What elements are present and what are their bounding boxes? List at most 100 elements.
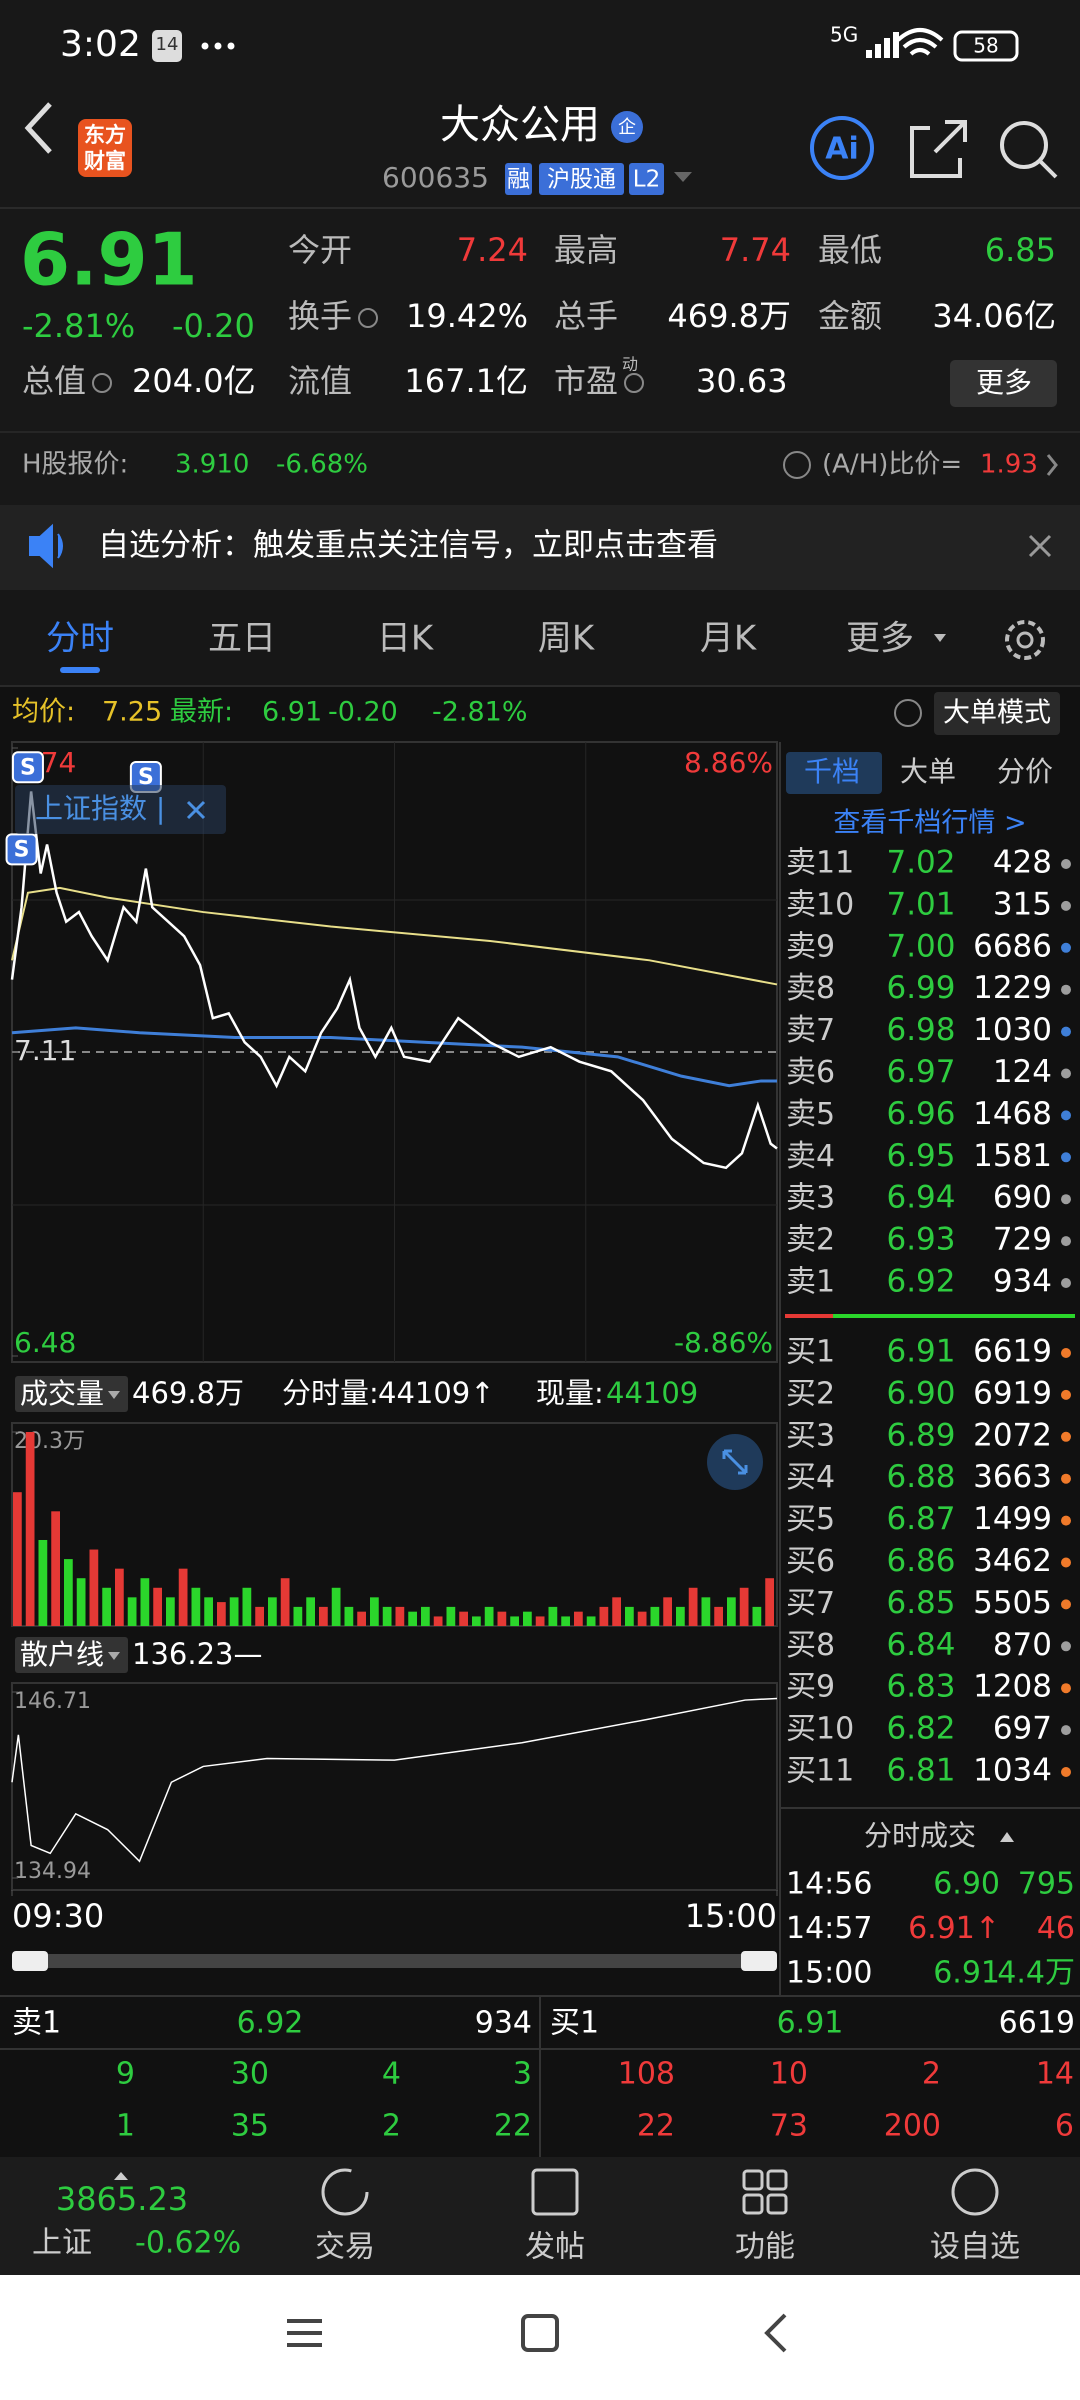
- trades-header-bg: [781, 1808, 1080, 1996]
- tab[interactable]: 分时: [46, 619, 114, 659]
- book-price: 6.85: [886, 1585, 955, 1621]
- ask-order: 2: [382, 2109, 401, 2144]
- h-share-price: 3.910: [175, 450, 249, 480]
- field-label: 换手: [288, 297, 352, 335]
- info-icon: [358, 308, 378, 328]
- status-badge: 14: [156, 34, 179, 55]
- book-volume: 6619: [973, 1334, 1052, 1370]
- nav-item[interactable]: 发帖: [525, 2230, 585, 2265]
- nav-item[interactable]: 交易: [315, 2230, 375, 2265]
- overlay-box[interactable]: [15, 785, 226, 834]
- book-tab[interactable]: 千档: [804, 755, 860, 788]
- volume-bar: [306, 1597, 315, 1626]
- volume-bar: [625, 1606, 634, 1626]
- book-tab[interactable]: 分价: [997, 755, 1053, 788]
- stock-tag: 融: [507, 167, 530, 193]
- battery: [953, 30, 1019, 62]
- home-icon[interactable]: [521, 2314, 559, 2352]
- book-dot: [1061, 859, 1071, 869]
- overlay-close[interactable]: [186, 800, 206, 820]
- book-price: 6.81: [886, 1753, 955, 1789]
- book-level: 买1: [786, 1335, 835, 1370]
- nav-item[interactable]: 设自选: [930, 2230, 1020, 2265]
- signal-label: S: [20, 755, 36, 780]
- retail-value: 136.23—: [132, 1637, 262, 1671]
- tab[interactable]: 周K: [538, 619, 596, 659]
- volume-bar: [421, 1606, 430, 1626]
- tab-selected: [786, 752, 882, 794]
- chevron: [1046, 454, 1058, 476]
- book-level: 买8: [786, 1628, 835, 1663]
- book-volume: 1229: [973, 970, 1052, 1006]
- scroll-handle[interactable]: [741, 1951, 777, 1971]
- volume-bar: [382, 1606, 392, 1626]
- trade-icon: [321, 2168, 369, 2216]
- x-tick-label: 09:30: [12, 1897, 104, 1935]
- tab[interactable]: 日K: [377, 619, 435, 659]
- volume-bar: [166, 1597, 175, 1626]
- scroll-handle[interactable]: [12, 1951, 48, 1971]
- ai-button[interactable]: [810, 116, 874, 180]
- overlay-label[interactable]: 上证指数 |: [35, 792, 165, 825]
- tab[interactable]: 五日: [208, 619, 276, 659]
- book-volume: 124: [993, 1054, 1052, 1090]
- volume-bar: [217, 1602, 226, 1626]
- tab-underline: [60, 667, 100, 673]
- badge-box: [152, 30, 182, 62]
- trade-volume: 4.4万: [997, 1956, 1075, 1991]
- field-value: 34.06亿: [932, 297, 1056, 335]
- volume-bar: [331, 1587, 341, 1626]
- mode-button[interactable]: [934, 692, 1060, 735]
- share-icon[interactable]: [910, 120, 967, 178]
- book-volume: 870: [993, 1627, 1052, 1663]
- bottom-pct-label: -8.86%: [674, 1326, 773, 1359]
- index-value[interactable]: 3865.23: [56, 2180, 188, 2218]
- expand-icon: [722, 1449, 748, 1475]
- post-icon: [531, 2168, 579, 2216]
- signal-marker: [5, 833, 38, 866]
- more-button-label[interactable]: 更多: [976, 366, 1032, 399]
- more-button[interactable]: [950, 360, 1057, 407]
- banner-text[interactable]: 自选分析：触发重点关注信号，立即点击查看: [98, 528, 718, 564]
- mode-button-label[interactable]: 大单模式: [943, 698, 1051, 729]
- book-level: 买2: [786, 1376, 835, 1411]
- volume-bar: [370, 1597, 379, 1626]
- book-tab[interactable]: 大单: [900, 755, 956, 788]
- back-icon[interactable]: [24, 102, 52, 154]
- tab[interactable]: 更多: [846, 619, 914, 659]
- retail-frame: [11, 1682, 778, 1891]
- book-price: 6.99: [886, 970, 955, 1006]
- volume-bar: [293, 1606, 303, 1626]
- tab[interactable]: 月K: [700, 619, 758, 659]
- ask-order: 22: [494, 2109, 532, 2144]
- field-value: 469.8万: [667, 297, 791, 335]
- book-price: 7.00: [886, 928, 955, 964]
- field-label: 金额: [818, 297, 882, 335]
- close-icon[interactable]: [1028, 534, 1052, 558]
- current-volume-label: 现量:: [536, 1376, 604, 1410]
- trades-title[interactable]: 分时成交: [864, 1819, 976, 1852]
- book-price: 6.89: [886, 1417, 955, 1453]
- signal-bar: [866, 50, 872, 58]
- field-label: 最高: [554, 231, 618, 269]
- book-level: 买10: [786, 1712, 854, 1747]
- book-link[interactable]: 查看千档行情 >: [833, 808, 1026, 839]
- signal-bar: [884, 38, 890, 58]
- search-icon[interactable]: [1000, 121, 1048, 169]
- watch-icon: [951, 2168, 999, 2216]
- volume-bar: [535, 1616, 545, 1626]
- ai-label[interactable]: Ai: [825, 132, 859, 167]
- volume-bar: [357, 1611, 366, 1626]
- book-volume: 3663: [973, 1459, 1052, 1495]
- volume-bar: [268, 1597, 277, 1626]
- book-dot: [1061, 1194, 1071, 1205]
- volume-label-box: [15, 1376, 128, 1412]
- stock-tag: 沪股通: [547, 167, 616, 193]
- settings-icon[interactable]: [1005, 620, 1045, 660]
- volume-bar: [650, 1606, 660, 1626]
- nav-item[interactable]: 功能: [735, 2230, 795, 2265]
- name-badge-bg: [611, 111, 643, 143]
- name-badge: 企: [618, 117, 636, 138]
- change-pct: -2.81%: [22, 307, 135, 345]
- back-nav-icon[interactable]: [764, 2313, 787, 2353]
